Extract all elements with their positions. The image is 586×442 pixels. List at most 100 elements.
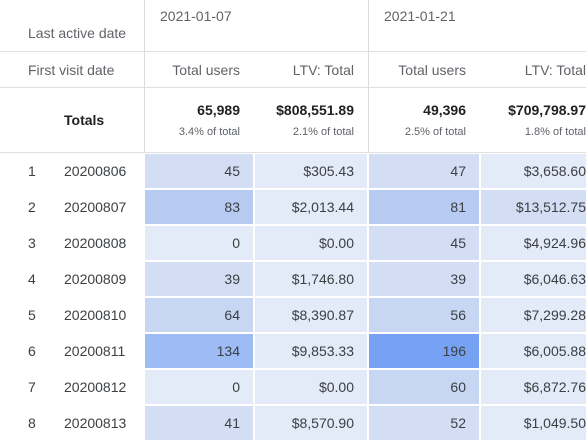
cell-value: $8,390.87: [291, 307, 354, 323]
first-visit-date: 20200813: [64, 415, 127, 431]
row-index: 2: [28, 199, 36, 215]
heatmap-fill: [369, 190, 479, 224]
data-cell[interactable]: 60: [368, 369, 480, 405]
data-cell[interactable]: $7,299.28: [480, 297, 586, 333]
heatmap-fill: [369, 226, 479, 260]
table-row: 3 20200808 0 $0.00 45 $4,924.96: [0, 225, 586, 261]
data-cell[interactable]: $6,872.76: [480, 369, 586, 405]
row-dimension-header: Last active date: [0, 0, 144, 52]
data-cell[interactable]: $6,005.88: [480, 333, 586, 369]
row-index: 3: [28, 235, 36, 251]
data-cell[interactable]: $6,046.63: [480, 261, 586, 297]
first-visit-date: 20200811: [64, 343, 126, 359]
first-visit-date: 20200808: [64, 235, 127, 251]
data-cell[interactable]: $8,390.87: [254, 297, 368, 333]
data-cell[interactable]: $9,853.33: [254, 333, 368, 369]
row-divider: [0, 368, 586, 370]
heatmap-fill: [145, 370, 253, 404]
row-divider: [0, 260, 586, 262]
heatmap-fill: [369, 262, 479, 296]
heatmap-fill: [369, 406, 479, 440]
data-cell[interactable]: 83: [144, 189, 254, 225]
cell-value: 196: [442, 343, 466, 359]
row-label-cell: 8 20200813: [0, 405, 144, 441]
data-cell[interactable]: 0: [144, 369, 254, 405]
metric-header-ltv-2[interactable]: LTV: Total: [524, 62, 586, 78]
cell-value: 52: [450, 415, 466, 431]
row-label-cell: 5 20200810: [0, 297, 144, 333]
heatmap-fill: [255, 298, 367, 332]
row-index: 5: [28, 307, 36, 323]
cell-value: $6,872.76: [523, 379, 586, 395]
heatmap-fill: [255, 226, 367, 260]
data-cell[interactable]: 64: [144, 297, 254, 333]
data-cell[interactable]: $305.43: [254, 153, 368, 189]
data-cell[interactable]: 45: [144, 153, 254, 189]
data-cell[interactable]: $0.00: [254, 225, 368, 261]
cell-value: $9,853.33: [291, 343, 354, 359]
heatmap-fill: [481, 262, 586, 296]
cell-value: 81: [450, 199, 466, 215]
data-cell[interactable]: 45: [368, 225, 480, 261]
heatmap-fill: [481, 226, 586, 260]
data-cell[interactable]: $8,570.90: [254, 405, 368, 441]
data-cell[interactable]: 39: [368, 261, 480, 297]
data-cell[interactable]: 52: [368, 405, 480, 441]
row-index: 7: [28, 379, 36, 395]
cell-value: 45: [450, 235, 466, 251]
metric-header-total-users-1[interactable]: Total users: [172, 62, 240, 78]
data-cell[interactable]: $0.00: [254, 369, 368, 405]
heatmap-fill: [145, 298, 253, 332]
data-cell[interactable]: 196: [368, 333, 480, 369]
table-row: 4 20200809 39 $1,746.80 39 $6,046.63: [0, 261, 586, 297]
data-cell[interactable]: $3,658.60: [480, 153, 586, 189]
row-index: 8: [28, 415, 36, 431]
cell-value: $3,658.60: [523, 163, 586, 179]
heatmap-fill: [145, 262, 253, 296]
row-label-cell: 1 20200806: [0, 153, 144, 189]
totals-cell: $709,798.97 1.8% of total: [508, 102, 586, 138]
cell-value: 0: [232, 379, 240, 395]
data-cell[interactable]: $13,512.75: [480, 189, 586, 225]
heatmap-fill: [481, 154, 586, 188]
date-label-2: 2021-01-21: [384, 8, 456, 24]
cell-value: 56: [450, 307, 466, 323]
first-visit-date-label: First visit date: [28, 62, 115, 78]
data-cell[interactable]: $1,049.50: [480, 405, 586, 441]
heatmap-fill: [145, 154, 253, 188]
first-visit-date: 20200807: [64, 199, 127, 215]
row-index: 1: [28, 163, 36, 179]
row-index: 6: [28, 343, 36, 359]
cell-value: $4,924.96: [523, 235, 586, 251]
data-cell[interactable]: 0: [144, 225, 254, 261]
heatmap-fill: [255, 262, 367, 296]
heatmap-fill: [145, 226, 253, 260]
heatmap-fill: [255, 154, 367, 188]
data-cell[interactable]: $2,013.44: [254, 189, 368, 225]
cell-value: $0.00: [318, 235, 354, 251]
data-cell[interactable]: 47: [368, 153, 480, 189]
heatmap-fill: [481, 406, 586, 440]
heatmap-fill: [145, 190, 253, 224]
row-divider: [0, 188, 586, 190]
cell-value: 45: [224, 163, 240, 179]
data-cell[interactable]: $1,746.80: [254, 261, 368, 297]
date-label-1: 2021-01-07: [160, 8, 232, 24]
data-cell[interactable]: 81: [368, 189, 480, 225]
cell-value: $6,005.88: [523, 343, 586, 359]
data-cell[interactable]: 56: [368, 297, 480, 333]
metric-header-total-users-2[interactable]: Total users: [398, 62, 466, 78]
data-cell[interactable]: $4,924.96: [480, 225, 586, 261]
metric-header-ltv-1[interactable]: LTV: Total: [292, 62, 354, 78]
table-row: 6 20200811 134 $9,853.33 196 $6,005.88: [0, 333, 586, 369]
totals-cell: $808,551.89 2.1% of total: [276, 102, 354, 138]
data-cell[interactable]: 39: [144, 261, 254, 297]
data-cell[interactable]: 41: [144, 405, 254, 441]
data-cell[interactable]: 134: [144, 333, 254, 369]
cell-value: $0.00: [318, 379, 354, 395]
cell-value: $7,299.28: [523, 307, 586, 323]
cell-value: $8,570.90: [291, 415, 354, 431]
row-divider: [0, 404, 586, 406]
column-dimension-header: First visit date: [0, 52, 144, 88]
